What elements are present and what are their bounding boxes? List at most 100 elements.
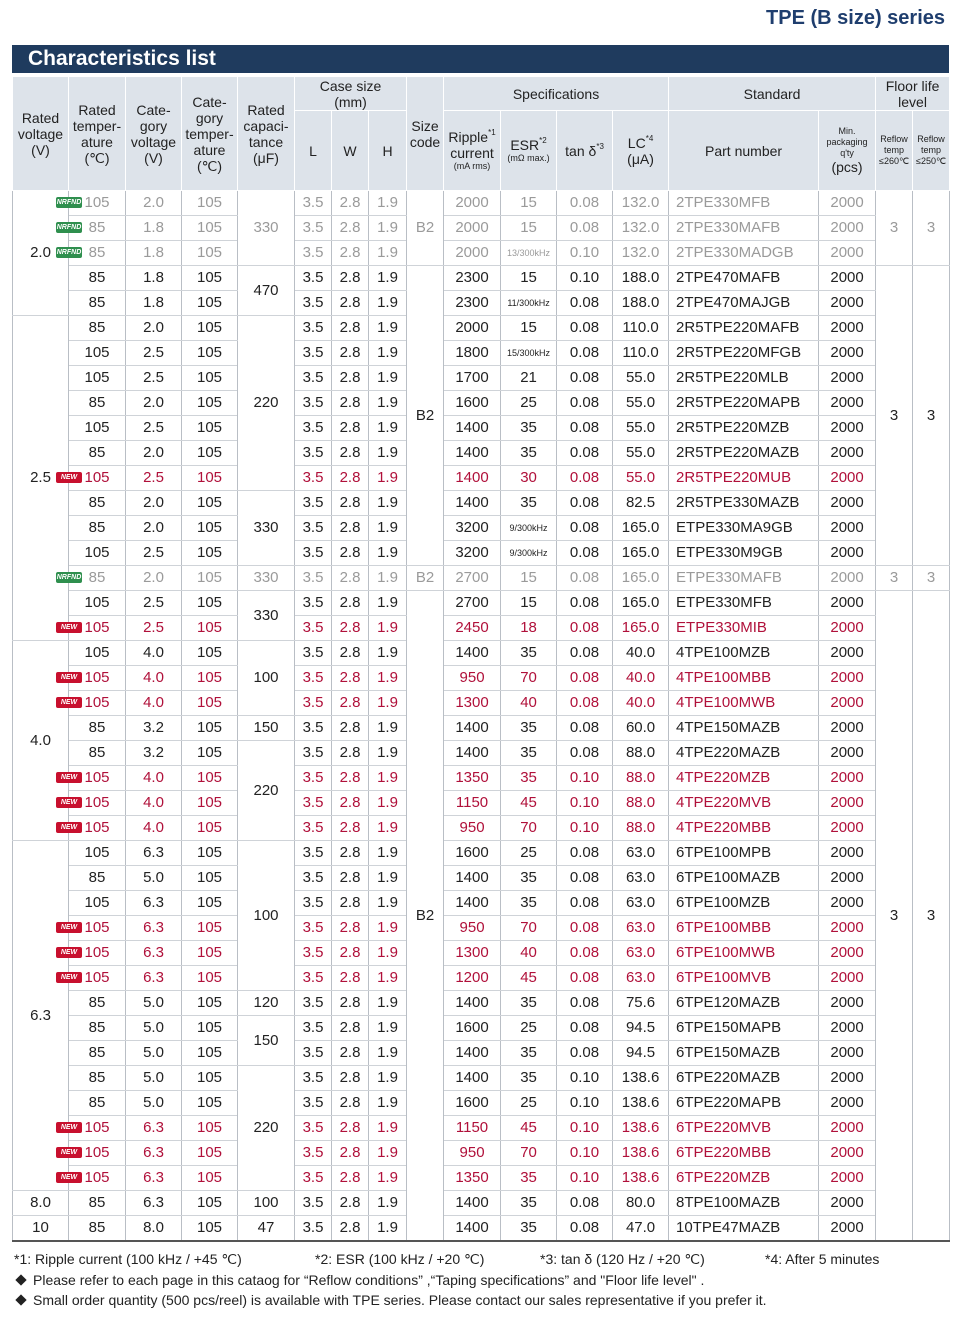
cell-text: 105 [84, 919, 110, 936]
cell-text: 0.10 [569, 819, 600, 836]
cell-text: 2.8 [339, 869, 361, 886]
table-cell: 4.0 [125, 640, 182, 666]
cell-text: 6TPE120MAZB [676, 994, 781, 1011]
cell-text: 63.0 [625, 969, 656, 986]
cell-text: 80.0 [625, 1194, 656, 1211]
table-cell: 105 NEW [56, 965, 126, 991]
cell-text: 105 [196, 869, 223, 886]
table-cell: 3.5 [294, 965, 332, 991]
cell-text: 40 [520, 694, 537, 711]
cell-text: 1.9 [377, 219, 398, 236]
table-row: 85 NRFND 1.8 105 3.5 2.8 1.9 2000 15 0.08 132.0 2TP… [13, 215, 950, 241]
table-cell: 220 [237, 315, 295, 491]
cell-text: 2000 [830, 919, 864, 936]
table-cell: 3.5 [294, 365, 332, 391]
cell-text: 3.5 [302, 1219, 324, 1236]
cell-text: 2300 [455, 294, 489, 311]
cell-text: ETPE330MIB [676, 619, 767, 636]
cell-text: 1.9 [377, 319, 398, 336]
cell-text: 2.8 [339, 1094, 361, 1111]
table-cell: 6TPE150MAPB [668, 1015, 820, 1041]
cell-text: 2000 [455, 244, 489, 261]
cell-text: 105 [84, 619, 110, 636]
cell-text: 2000 [830, 619, 864, 636]
cell-text: 3.5 [302, 369, 324, 386]
table-cell: B2 [406, 265, 445, 566]
table-cell: 105 [181, 290, 238, 316]
table-cell: 1350 [443, 1165, 502, 1191]
cell-text: 1.9 [377, 1069, 398, 1086]
table-cell: 3.5 [294, 440, 332, 466]
table-cell: 47.0 [612, 1215, 670, 1242]
cell-text: 8.0 [30, 1194, 51, 1211]
status-badge: NEW [56, 472, 82, 483]
table-cell: 1.9 [367, 965, 408, 991]
table-cell: 0.08 [556, 715, 614, 741]
cell-text: 55.0 [625, 444, 656, 461]
header-text: tan δ [565, 142, 597, 159]
table-cell: 4.0 [12, 640, 69, 841]
cell-text: 2000 [455, 219, 489, 236]
table-cell: 3 [875, 265, 914, 566]
cell-text: 63.0 [625, 944, 656, 961]
status-badge: NRFND [56, 197, 82, 208]
table-cell: 3 [912, 565, 951, 591]
cell-text: 2.8 [339, 1069, 361, 1086]
cell-text: 105 [196, 844, 223, 861]
table-cell: 63.0 [612, 865, 670, 891]
table-cell: 1.9 [367, 715, 408, 741]
table-cell: 1.9 [367, 1015, 408, 1041]
table-cell: 1.9 [367, 740, 408, 766]
table-cell: 1200 [443, 965, 502, 991]
table-cell: 1.9 [367, 915, 408, 941]
table-cell: 2.0 [125, 315, 182, 341]
table-cell: 105 [181, 1140, 238, 1166]
cell-text: 120 [253, 994, 279, 1011]
table-cell: 15 [500, 565, 558, 591]
table-cell: 35 [500, 715, 558, 741]
cell-text: 0.08 [569, 1044, 600, 1061]
cell-text: 1.9 [377, 1194, 398, 1211]
table-cell: 188.0 [612, 290, 670, 316]
table-cell: 1.8 [125, 240, 182, 266]
cell-text: 2R5TPE220MAZB [676, 444, 800, 461]
cell-text: 0.08 [569, 969, 600, 986]
cell-text: 105 [196, 1119, 223, 1136]
cell-text: 3 [889, 219, 899, 236]
cell-text: 3.5 [302, 944, 324, 961]
table-cell: 105 NEW [56, 940, 126, 966]
cell-text: 165.0 [621, 594, 660, 611]
table-cell: 2000 [818, 490, 877, 516]
table-cell: 2000 [818, 740, 877, 766]
cell-text: 105 [196, 544, 223, 561]
cell-text: 82.5 [625, 494, 656, 511]
table-cell: 88.0 [612, 815, 670, 841]
table-cell: 1400 [443, 1190, 502, 1216]
cell-text: 220 [253, 394, 279, 411]
cell-text: B2 [415, 219, 435, 236]
table-cell: 4.0 [125, 765, 182, 791]
cell-text: 1.9 [377, 1019, 398, 1036]
table-row: 85 3.2 105 220 3.5 2.8 1.9 1400 35 0.08 88.0 4TPE22… [13, 740, 950, 841]
cell-text: 2R5TPE220MZB [676, 419, 790, 436]
table-cell: 13/300kHz [500, 240, 558, 266]
table-cell: 35 [500, 740, 558, 766]
cell-text: 3.5 [302, 1019, 324, 1036]
table-cell: 0.08 [556, 440, 614, 466]
cell-text: 2R5TPE330MAZB [676, 494, 800, 511]
table-cell: 330 [237, 590, 295, 641]
table-cell: 1.9 [367, 790, 408, 816]
table-cell: 2.8 [331, 215, 369, 241]
cell-text: 2.8 [339, 969, 361, 986]
cell-text: 15 [520, 194, 537, 211]
table-cell: 110.0 [612, 340, 670, 366]
table-cell: 138.6 [612, 1090, 670, 1116]
table-cell: 4TPE220MBB [668, 815, 820, 841]
cell-text: 1.9 [377, 519, 398, 536]
cell-text: 2000 [830, 344, 864, 361]
table-cell: 25 [500, 390, 558, 416]
table-cell: 1.9 [367, 565, 408, 591]
table-cell: 105 NEW [56, 690, 126, 716]
table-row: 105 2.5 105 3.5 2.8 1.9 1700 21 0.08 55.0 2R5TPE22… [13, 365, 950, 391]
header-text: *3 [596, 141, 604, 151]
